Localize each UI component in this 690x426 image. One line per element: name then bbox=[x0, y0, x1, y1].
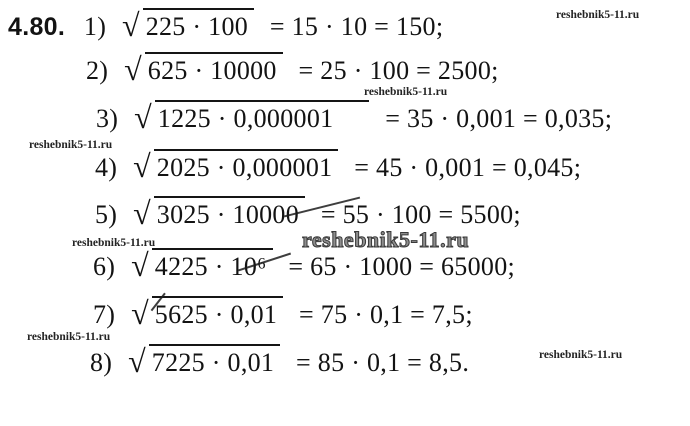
equation-result: = 15 · 10 = 150; bbox=[269, 12, 444, 41]
equation-result: = 55 · 100 = 5500; bbox=[320, 200, 521, 229]
solution-line: 3) √ 1225 · 0,000001 = 35 · 0,001 = 0,03… bbox=[96, 100, 612, 134]
item-number: 2) bbox=[86, 56, 109, 85]
solution-line: 4.80. 1) √ 225 · 100 = 15 · 10 = 150; bbox=[8, 8, 443, 42]
item-number: 6) bbox=[93, 252, 116, 281]
sqrt-sign: √ bbox=[131, 295, 149, 331]
equation-result: = 65 · 1000 = 65000; bbox=[288, 252, 516, 281]
problem-number: 4.80. bbox=[8, 13, 66, 41]
sqrt-sign: √ bbox=[131, 247, 149, 283]
item-number: 1) bbox=[83, 12, 107, 41]
radicand: 225 · 100 bbox=[142, 8, 255, 42]
sqrt-sign: √ bbox=[133, 148, 151, 184]
watermark: reshebnik5-11.ru bbox=[301, 227, 470, 253]
watermark: reshebnik5-11.ru bbox=[539, 349, 623, 361]
solution-line: 5) √ 3025 · 10000 = 55 · 100 = 5500; bbox=[95, 196, 521, 230]
radicand: 2025 · 0,000001 bbox=[153, 149, 339, 183]
sqrt-sign: √ bbox=[134, 99, 152, 135]
item-number: 8) bbox=[90, 348, 113, 377]
watermark: reshebnik5-11.ru bbox=[27, 331, 111, 343]
watermark: reshebnik5-11.ru bbox=[29, 139, 113, 151]
solution-line: 7) √ 5625 · 0,01 = 75 · 0,1 = 7,5; bbox=[93, 296, 473, 330]
sqrt-sign: √ bbox=[124, 51, 142, 87]
solution-line: 4) √ 2025 · 0,000001 = 45 · 0,001 = 0,04… bbox=[95, 149, 581, 183]
item-number: 5) bbox=[95, 200, 118, 229]
equation-result: = 75 · 0,1 = 7,5; bbox=[299, 300, 473, 329]
solution-line: 2) √ 625 · 10000 = 25 · 100 = 2500; bbox=[86, 52, 499, 86]
item-number: 7) bbox=[93, 300, 116, 329]
solution-line: 6) √ 4225 · 10⁶ = 65 · 1000 = 65000; bbox=[93, 248, 515, 282]
radicand: 5625 · 0,01 bbox=[151, 296, 284, 330]
radicand: 625 · 10000 bbox=[144, 52, 283, 86]
radicand: 7225 · 0,01 bbox=[148, 344, 281, 378]
equation-result: = 25 · 100 = 2500; bbox=[298, 56, 499, 85]
watermark: reshebnik5-11.ru bbox=[364, 86, 448, 98]
sqrt-sign: √ bbox=[128, 343, 146, 379]
item-number: 3) bbox=[96, 104, 119, 133]
equation-result: = 45 · 0,001 = 0,045; bbox=[354, 153, 582, 182]
watermark: reshebnik5-11.ru bbox=[72, 237, 156, 249]
radicand: 3025 · 10000 bbox=[153, 196, 306, 230]
solution-line: 8) √ 7225 · 0,01 = 85 · 0,1 = 8,5. bbox=[90, 344, 469, 378]
equation-result: = 35 · 0,001 = 0,035; bbox=[385, 104, 613, 133]
sqrt-sign: √ bbox=[122, 7, 140, 43]
watermark: reshebnik5-11.ru bbox=[556, 9, 640, 21]
item-number: 4) bbox=[95, 153, 118, 182]
sqrt-sign: √ bbox=[133, 195, 151, 231]
equation-result: = 85 · 0,1 = 8,5. bbox=[296, 348, 470, 377]
radicand: 1225 · 0,000001 bbox=[154, 100, 370, 134]
